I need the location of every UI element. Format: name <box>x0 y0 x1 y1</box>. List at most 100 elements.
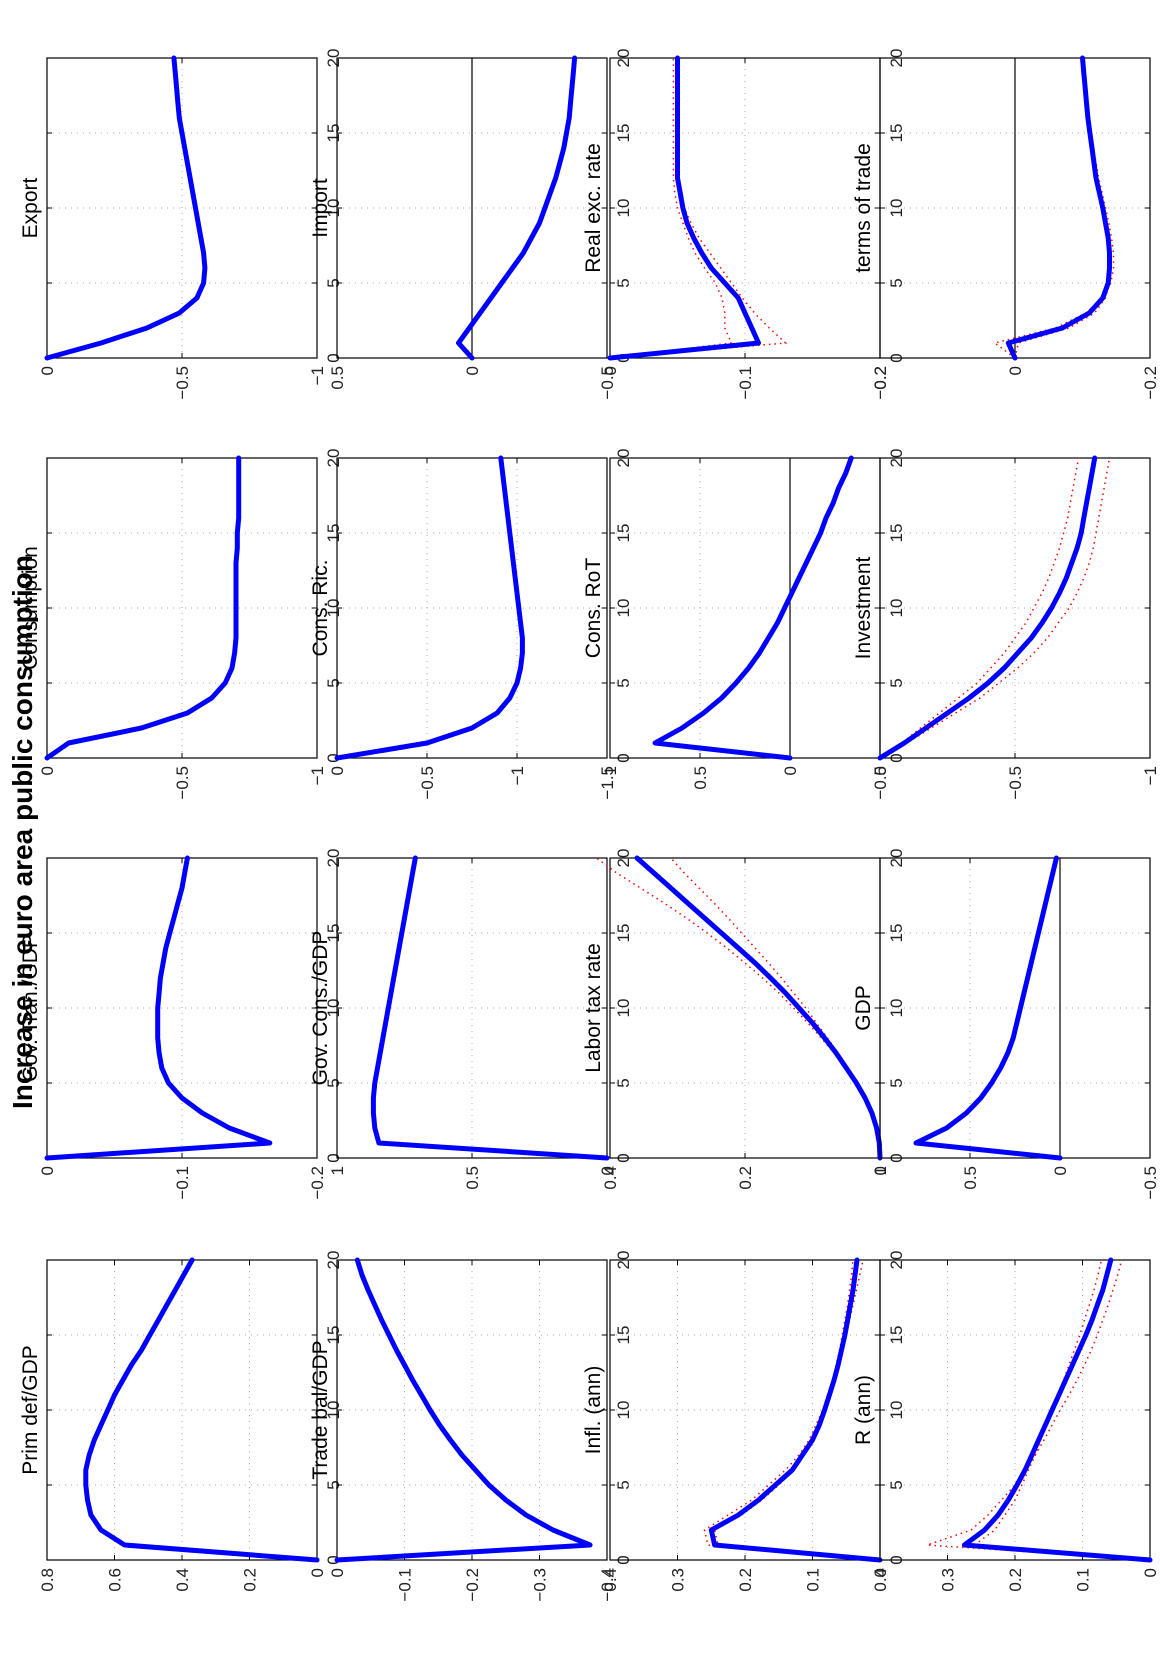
x-tick-label: 15 <box>614 124 633 143</box>
x-tick-label: 10 <box>324 999 343 1018</box>
x-tick-label: 15 <box>324 1326 343 1345</box>
x-tick-label: 15 <box>614 524 633 543</box>
y-tick-label: 0.2 <box>871 366 890 390</box>
x-tick-label: 5 <box>614 678 633 687</box>
series-line-main <box>607 55 761 361</box>
x-tick-label: 10 <box>614 999 633 1018</box>
y-tick-label: 0.4 <box>601 1568 620 1592</box>
y-tick-label: 0.4 <box>871 1568 890 1592</box>
panel-title: terms of trade <box>852 143 875 273</box>
x-tick-label: 10 <box>1157 999 1160 1018</box>
x-tick-label: 20 <box>324 49 343 68</box>
x-tick-label: 5 <box>614 1480 633 1489</box>
x-tick-label: 10 <box>1157 1401 1160 1420</box>
y-tick-label: 0.4 <box>173 1568 192 1592</box>
y-tick-label: 0 <box>601 366 620 375</box>
series-line-main <box>44 855 273 1161</box>
x-tick-label: 20 <box>324 449 343 468</box>
y-tick-label: 0.5 <box>961 1166 980 1190</box>
x-tick-label: 20 <box>1157 849 1160 868</box>
series-line-main <box>913 855 1063 1161</box>
series-line-band <box>972 1259 1151 1561</box>
x-tick-label: 15 <box>324 924 343 943</box>
series-line-band <box>993 57 1115 359</box>
y-tick-label: 0.2 <box>241 1568 260 1592</box>
panel-investment: Investment05101520−1−0.50 <box>852 449 1160 800</box>
y-tick-label: −1 <box>308 366 327 385</box>
x-tick-label: 15 <box>324 124 343 143</box>
y-tick-label: 0 <box>328 1568 347 1577</box>
series-line-band <box>670 857 881 1159</box>
panel-gov-tran: Gov. Tran./GDP 0 5 10 15 20 −0.2 −0.1 0 <box>19 849 343 1200</box>
y-tick-label: −0.5 <box>871 766 890 800</box>
y-tick-label: −0.4 <box>598 1568 617 1602</box>
y-tick-label: −0.5 <box>598 366 617 400</box>
series-line-main <box>456 55 578 361</box>
panel-gdp: GDP 0 5 10 15 20 −0.5 0 0.5 1 <box>852 849 1160 1200</box>
series-line-main <box>334 455 525 761</box>
x-tick-label: 20 <box>1157 449 1160 468</box>
y-tick-label: −1.5 <box>598 766 617 800</box>
y-tick-label: 0 <box>871 1568 890 1577</box>
x-tick-label: 10 <box>1157 599 1160 618</box>
y-tick-label: −1 <box>508 766 527 785</box>
y-tick-label: −0.2 <box>463 1568 482 1602</box>
y-tick-label: 0 <box>328 766 347 775</box>
x-tick-label: 15 <box>614 924 633 943</box>
x-tick-label: 10 <box>1157 199 1160 218</box>
x-tick-label: 0 <box>324 753 343 762</box>
x-tick-label: 15 <box>1157 524 1160 543</box>
series-line-band <box>609 58 733 359</box>
y-tick-label: −1 <box>308 766 327 785</box>
figure-title: Increase in euro area public consumption <box>7 555 38 1109</box>
panel-title: Import <box>309 178 332 238</box>
y-tick-label: −0.1 <box>736 366 755 400</box>
y-tick-label: −0.2 <box>1141 366 1160 400</box>
series-line-main <box>83 1257 320 1563</box>
y-tick-label: −0.1 <box>173 1166 192 1200</box>
y-tick-label: −0.5 <box>173 766 192 800</box>
x-tick-label: 10 <box>887 199 906 218</box>
x-tick-label: 5 <box>324 678 343 687</box>
panel-title: Labor tax rate <box>582 943 605 1073</box>
x-tick-label: 0 <box>1157 753 1160 762</box>
x-tick-label: 0 <box>1157 353 1160 362</box>
x-tick-label: 20 <box>1157 49 1160 68</box>
x-tick-label: 10 <box>614 1401 633 1420</box>
panel-title: Real exc. rate <box>582 143 605 273</box>
y-tick-label: 0.8 <box>38 1568 57 1592</box>
y-tick-label: 1 <box>601 766 620 775</box>
x-tick-label: 5 <box>324 1480 343 1489</box>
y-tick-label: 0.1 <box>1074 1568 1093 1592</box>
panel-title: Trade bal/GDP <box>309 1340 332 1479</box>
x-tick-label: 5 <box>324 278 343 287</box>
y-tick-label: 0 <box>871 766 890 775</box>
panel-title: Consumption <box>19 546 42 670</box>
x-tick-label: 5 <box>1157 1078 1160 1087</box>
y-tick-label: 0.2 <box>736 1568 755 1592</box>
y-tick-label: 0.4 <box>601 1166 620 1190</box>
x-tick-label: 0 <box>324 1153 343 1162</box>
panel-title: Infl. (ann) <box>582 1366 605 1455</box>
x-tick-label: 15 <box>887 524 906 543</box>
y-tick-label: −0.5 <box>1006 766 1025 800</box>
x-tick-label: 10 <box>614 599 633 618</box>
x-tick-label: 15 <box>1157 124 1160 143</box>
panel-title: Gov. Tran./GDP <box>19 934 42 1082</box>
panel-title: Prim def/GDP <box>19 1345 42 1475</box>
series-line-main <box>877 455 1098 761</box>
series-line-main <box>334 1257 593 1563</box>
x-tick-label: 15 <box>887 924 906 943</box>
x-tick-label: 0 <box>324 353 343 362</box>
y-tick-label: −0.5 <box>1141 1166 1160 1200</box>
x-tick-label: 0 <box>1157 1555 1160 1564</box>
y-tick-label: 0 <box>1006 366 1025 375</box>
x-tick-label: 15 <box>1157 1326 1160 1345</box>
x-tick-label: 5 <box>614 278 633 287</box>
panel-export: Export 0 5 10 15 20 −1 −0.5 0 <box>19 49 343 400</box>
series-line-main <box>652 455 854 761</box>
